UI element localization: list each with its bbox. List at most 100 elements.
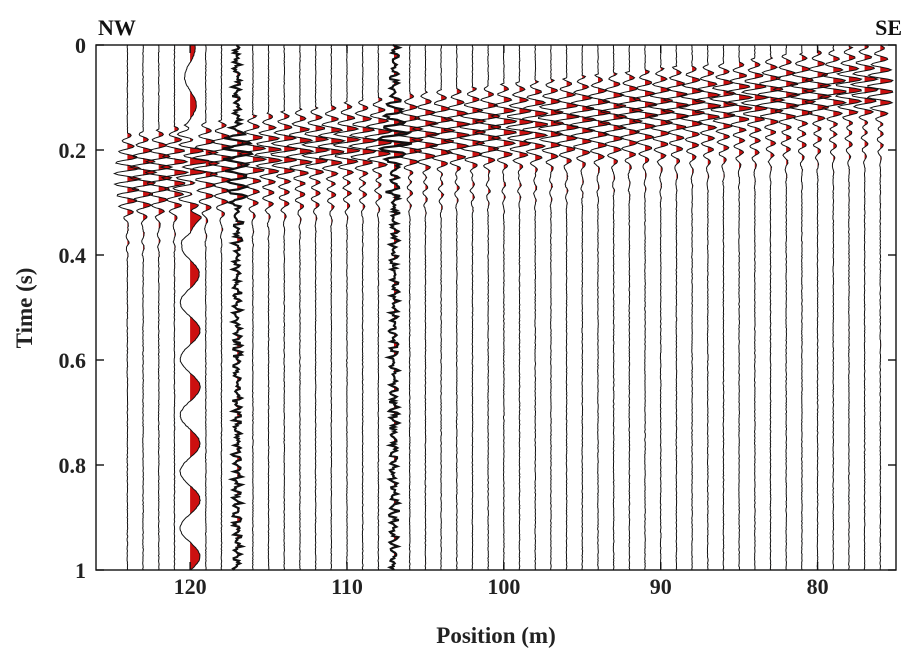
- trace-104: [426, 44, 456, 571]
- trace-line: [128, 44, 158, 571]
- trace-line: [207, 44, 237, 571]
- trace-102: [458, 44, 487, 571]
- y-axis-label: Time (s): [12, 268, 37, 349]
- y-tick-label: 1: [75, 558, 86, 583]
- trace-line: [505, 44, 534, 570]
- trace-115: [253, 44, 284, 571]
- y-tick-label: 0: [75, 33, 86, 58]
- trace-line: [834, 44, 863, 571]
- y-axis-ticks: 0 0.2 0.4 0.6 0.8 1: [59, 33, 896, 583]
- x-axis-ticks: 120 110 100 90 80: [174, 45, 829, 599]
- trace-line: [474, 44, 502, 570]
- trace-line: [866, 44, 894, 571]
- y-tick-label: 0.2: [59, 138, 87, 163]
- trace-line: [693, 44, 722, 571]
- trace-78: [834, 44, 863, 571]
- x-tick-label: 110: [331, 574, 363, 599]
- trace-123: [128, 44, 158, 571]
- trace-101: [474, 44, 502, 570]
- trace-fill: [347, 45, 360, 570]
- trace-120: [172, 44, 211, 571]
- trace-line: [708, 44, 739, 571]
- trace-line: [599, 44, 628, 571]
- trace-80: [802, 45, 833, 571]
- trace-line: [347, 44, 378, 571]
- plot-frame: [95, 44, 897, 571]
- trace-88: [678, 44, 706, 571]
- trace-114: [270, 44, 300, 571]
- trace-fill: [190, 45, 210, 570]
- trace-line: [740, 44, 770, 570]
- trace-line: [521, 44, 549, 571]
- trace-line: [614, 44, 645, 571]
- plot-area: [96, 45, 896, 570]
- trace-89: [661, 44, 691, 571]
- trace-fill: [817, 45, 831, 570]
- trace-108: [364, 45, 393, 571]
- trace-fill: [237, 45, 252, 570]
- trace-line: [144, 44, 174, 571]
- x-tick-label: 80: [807, 574, 829, 599]
- trace-116: [237, 44, 268, 571]
- trace-line: [222, 44, 255, 571]
- trace-98: [521, 44, 549, 571]
- trace-77: [849, 44, 880, 571]
- trace-line: [285, 44, 315, 571]
- trace-117: [222, 44, 255, 571]
- trace-81: [787, 44, 817, 571]
- trace-84: [740, 44, 770, 570]
- trace-line: [443, 45, 471, 571]
- trace-line: [490, 44, 518, 570]
- trace-line: [678, 44, 706, 571]
- trace-line: [237, 44, 268, 571]
- trace-line: [802, 45, 833, 571]
- trace-118: [207, 44, 237, 571]
- trace-line: [583, 44, 612, 571]
- trace-fill: [174, 45, 188, 570]
- trace-124: [112, 44, 142, 571]
- trace-100: [490, 44, 518, 570]
- trace-line: [253, 44, 284, 571]
- trace-95: [568, 44, 597, 571]
- trace-line: [553, 44, 580, 570]
- x-tick-label: 120: [174, 574, 207, 599]
- trace-76: [866, 44, 894, 571]
- trace-122: [144, 44, 174, 571]
- trace-fill: [441, 45, 455, 570]
- trace-119: [191, 44, 221, 571]
- trace-111: [317, 44, 347, 570]
- trace-82: [771, 44, 801, 570]
- trace-line: [112, 44, 142, 571]
- trace-121: [159, 44, 190, 571]
- trace-line: [301, 44, 331, 571]
- nw-label: NW: [98, 15, 136, 40]
- trace-line: [537, 44, 565, 571]
- trace-99: [505, 44, 534, 570]
- wiggle-traces: [112, 44, 894, 571]
- trace-91: [631, 44, 659, 571]
- trace-103: [443, 45, 471, 571]
- x-axis-label: Position (m): [436, 623, 555, 648]
- trace-fill: [582, 45, 596, 570]
- trace-line: [411, 44, 441, 571]
- trace-line: [818, 44, 848, 570]
- trace-line: [394, 45, 424, 571]
- trace-fill: [488, 45, 501, 570]
- trace-line: [723, 44, 754, 571]
- trace-105: [411, 44, 441, 571]
- trace-109: [347, 44, 378, 571]
- trace-97: [537, 44, 565, 571]
- trace-fill: [268, 45, 282, 570]
- trace-fill: [315, 45, 329, 570]
- x-tick-label: 100: [487, 574, 520, 599]
- trace-96: [553, 44, 580, 570]
- trace-92: [614, 44, 645, 571]
- trace-94: [583, 44, 612, 571]
- trace-line: [426, 44, 456, 571]
- trace-line: [458, 44, 487, 571]
- trace-line: [270, 44, 300, 571]
- trace-83: [755, 44, 786, 571]
- trace-line: [771, 44, 801, 570]
- trace-86: [708, 44, 739, 571]
